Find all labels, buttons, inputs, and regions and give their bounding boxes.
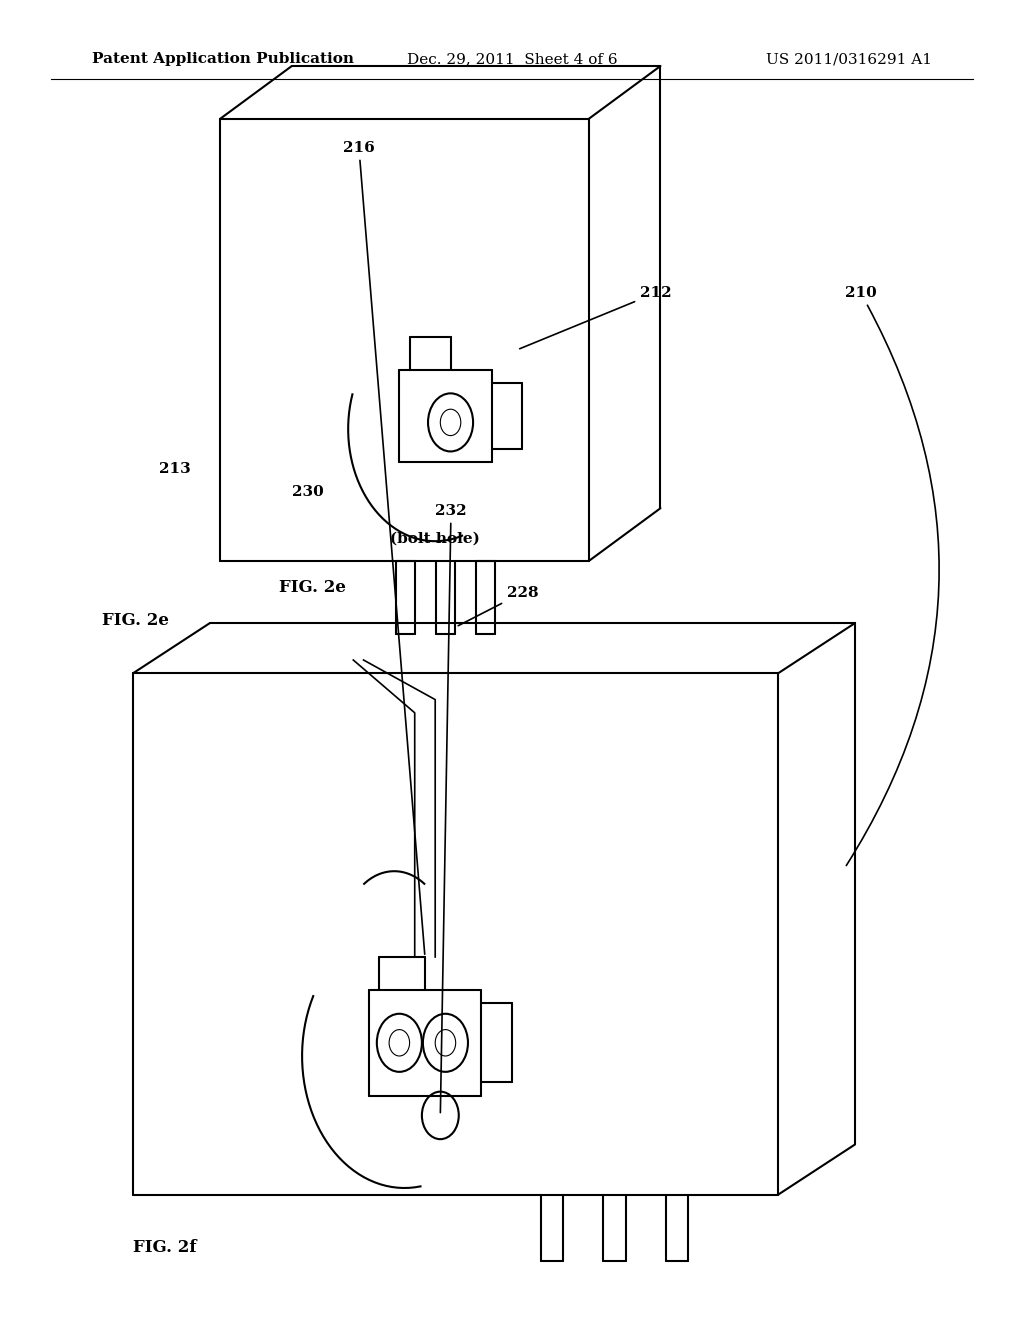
Text: (bolt hole): (bolt hole): [390, 532, 480, 545]
Text: FIG. 2f: FIG. 2f: [133, 1239, 197, 1255]
Text: 210: 210: [845, 286, 939, 866]
Text: US 2011/0316291 A1: US 2011/0316291 A1: [766, 53, 932, 66]
Text: Patent Application Publication: Patent Application Publication: [92, 53, 354, 66]
Text: FIG. 2e: FIG. 2e: [279, 579, 346, 595]
Text: 213: 213: [159, 462, 190, 475]
Text: FIG. 2e: FIG. 2e: [102, 612, 169, 628]
Text: Dec. 29, 2011  Sheet 4 of 6: Dec. 29, 2011 Sheet 4 of 6: [407, 53, 617, 66]
Text: 212: 212: [520, 286, 672, 348]
Text: 216: 216: [343, 141, 425, 954]
Text: 232: 232: [435, 504, 467, 1113]
Text: 230: 230: [292, 486, 324, 499]
Text: 228: 228: [458, 586, 539, 626]
